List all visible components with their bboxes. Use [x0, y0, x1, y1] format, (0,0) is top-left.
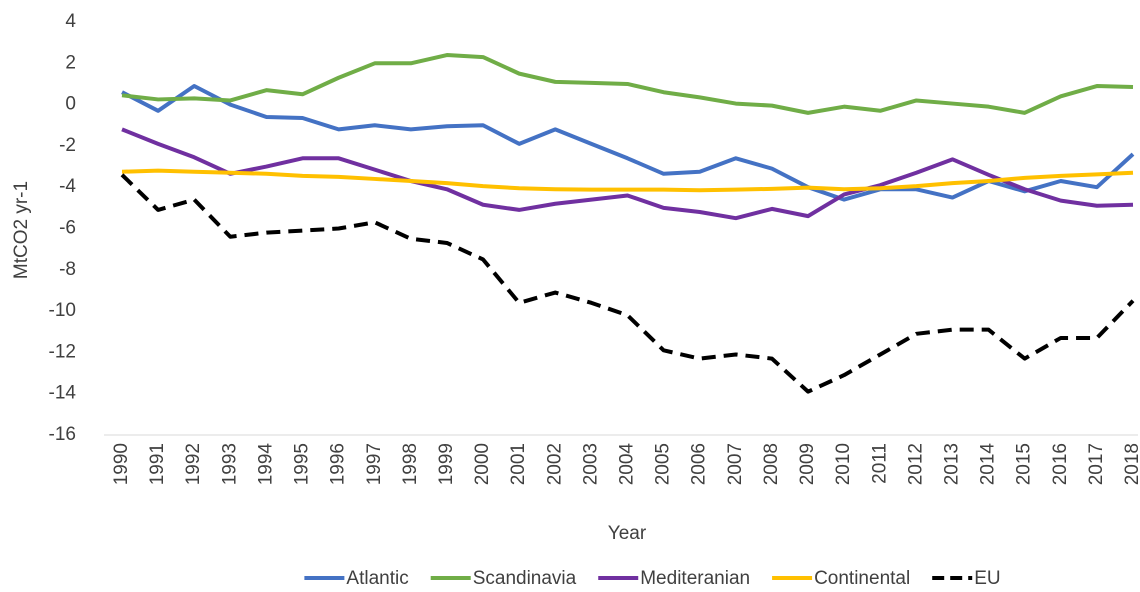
- x-tick-label: 2008: [761, 443, 782, 485]
- x-tick-label: 2012: [905, 443, 926, 485]
- x-tick-label: 2000: [472, 443, 493, 485]
- x-tick-label: 1990: [111, 443, 132, 485]
- x-tick-label: 2017: [1086, 443, 1107, 485]
- x-tick-label: 2004: [617, 443, 638, 486]
- x-tick-label: 2007: [725, 443, 746, 485]
- line-series: [121, 84, 1135, 202]
- legend-label: EU: [974, 568, 1000, 589]
- y-tick-label: -4: [59, 176, 76, 197]
- x-tick-label: 2003: [580, 443, 601, 485]
- x-tick-label: 1995: [292, 443, 313, 485]
- y-tick-label: -14: [49, 383, 77, 404]
- x-tick-label: 1993: [219, 443, 240, 485]
- line-series: [121, 168, 1134, 193]
- legend-label: Atlantic: [346, 568, 408, 589]
- x-tick-label: 2002: [544, 443, 565, 485]
- x-tick-label: 2006: [689, 443, 710, 485]
- y-tick-label: -10: [49, 300, 76, 321]
- x-tick-label: 2011: [869, 443, 890, 484]
- x-tick-label: 1992: [183, 443, 204, 485]
- y-tick-label: -12: [49, 341, 76, 362]
- x-tick-label: 1998: [400, 443, 421, 485]
- x-tick-label: 2014: [978, 443, 999, 486]
- x-tick-label: 2018: [1122, 443, 1140, 485]
- line-series: [120, 173, 1135, 394]
- y-tick-label: -8: [59, 259, 76, 280]
- x-tick-label: 2013: [941, 443, 962, 485]
- y-tick-label: -2: [59, 135, 76, 156]
- y-tick-label: 0: [65, 94, 76, 115]
- line-series: [121, 127, 1134, 221]
- x-tick-label: 1997: [364, 443, 385, 485]
- x-tick-label: 2015: [1014, 443, 1035, 485]
- y-tick-label: -16: [49, 424, 76, 445]
- y-tick-label: 2: [65, 52, 76, 73]
- x-tick-label: 2001: [508, 443, 529, 485]
- legend-label: Scandinavia: [473, 568, 577, 589]
- x-tick-label: 1994: [255, 443, 276, 486]
- x-tick-label: 2016: [1050, 443, 1071, 485]
- x-tick-label: 2005: [653, 443, 674, 485]
- x-tick-label: 1991: [147, 443, 168, 485]
- x-tick-label: 1999: [436, 443, 457, 485]
- y-axis-title: MtCO2 yr-1: [11, 181, 32, 279]
- legend-label: Continental: [814, 568, 910, 589]
- legend-label: Mediteranian: [640, 568, 750, 589]
- line-series: [121, 53, 1134, 115]
- x-tick-label: 2009: [797, 443, 818, 485]
- y-tick-label: -6: [59, 218, 76, 239]
- y-tick-label: 4: [65, 11, 76, 32]
- x-tick-label: 1996: [328, 443, 349, 485]
- x-tick-label: 2010: [833, 443, 854, 485]
- x-axis-title: Year: [608, 523, 647, 544]
